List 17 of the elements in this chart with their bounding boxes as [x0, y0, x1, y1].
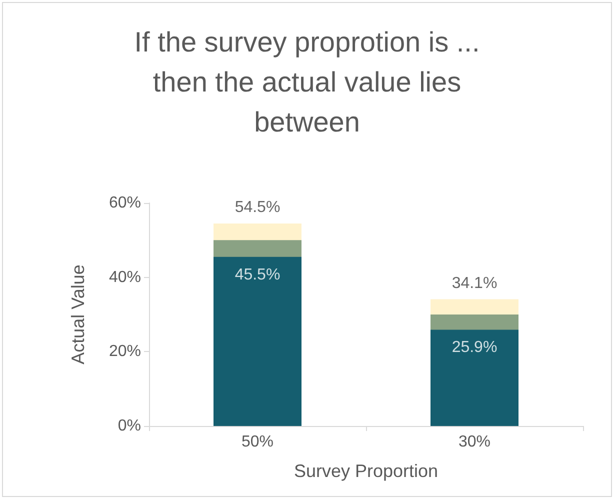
chart-title: If the survey proprotion is ... then the actual value lies between: [134, 26, 480, 138]
x-tick-label: 30%: [458, 434, 491, 450]
y-axis-title: Actual Value: [68, 264, 88, 364]
annotation: 45.5%: [234, 266, 280, 284]
x-axis-title: Survey Proportion: [294, 461, 438, 481]
bar: [430, 314, 518, 426]
annotation: 25.9%: [452, 339, 498, 356]
y-tick-label: 40%: [108, 268, 141, 286]
bar: [214, 223, 302, 257]
y-tick-label: 0%: [118, 418, 141, 434]
bar: [214, 240, 302, 426]
x-tick-label: 50%: [241, 434, 274, 450]
y-tick-label: 60%: [108, 194, 141, 212]
annotation: 54.5%: [234, 198, 280, 216]
annotation: 34.1%: [452, 274, 498, 292]
y-tick-label: 20%: [108, 343, 141, 360]
bar: [430, 299, 518, 330]
